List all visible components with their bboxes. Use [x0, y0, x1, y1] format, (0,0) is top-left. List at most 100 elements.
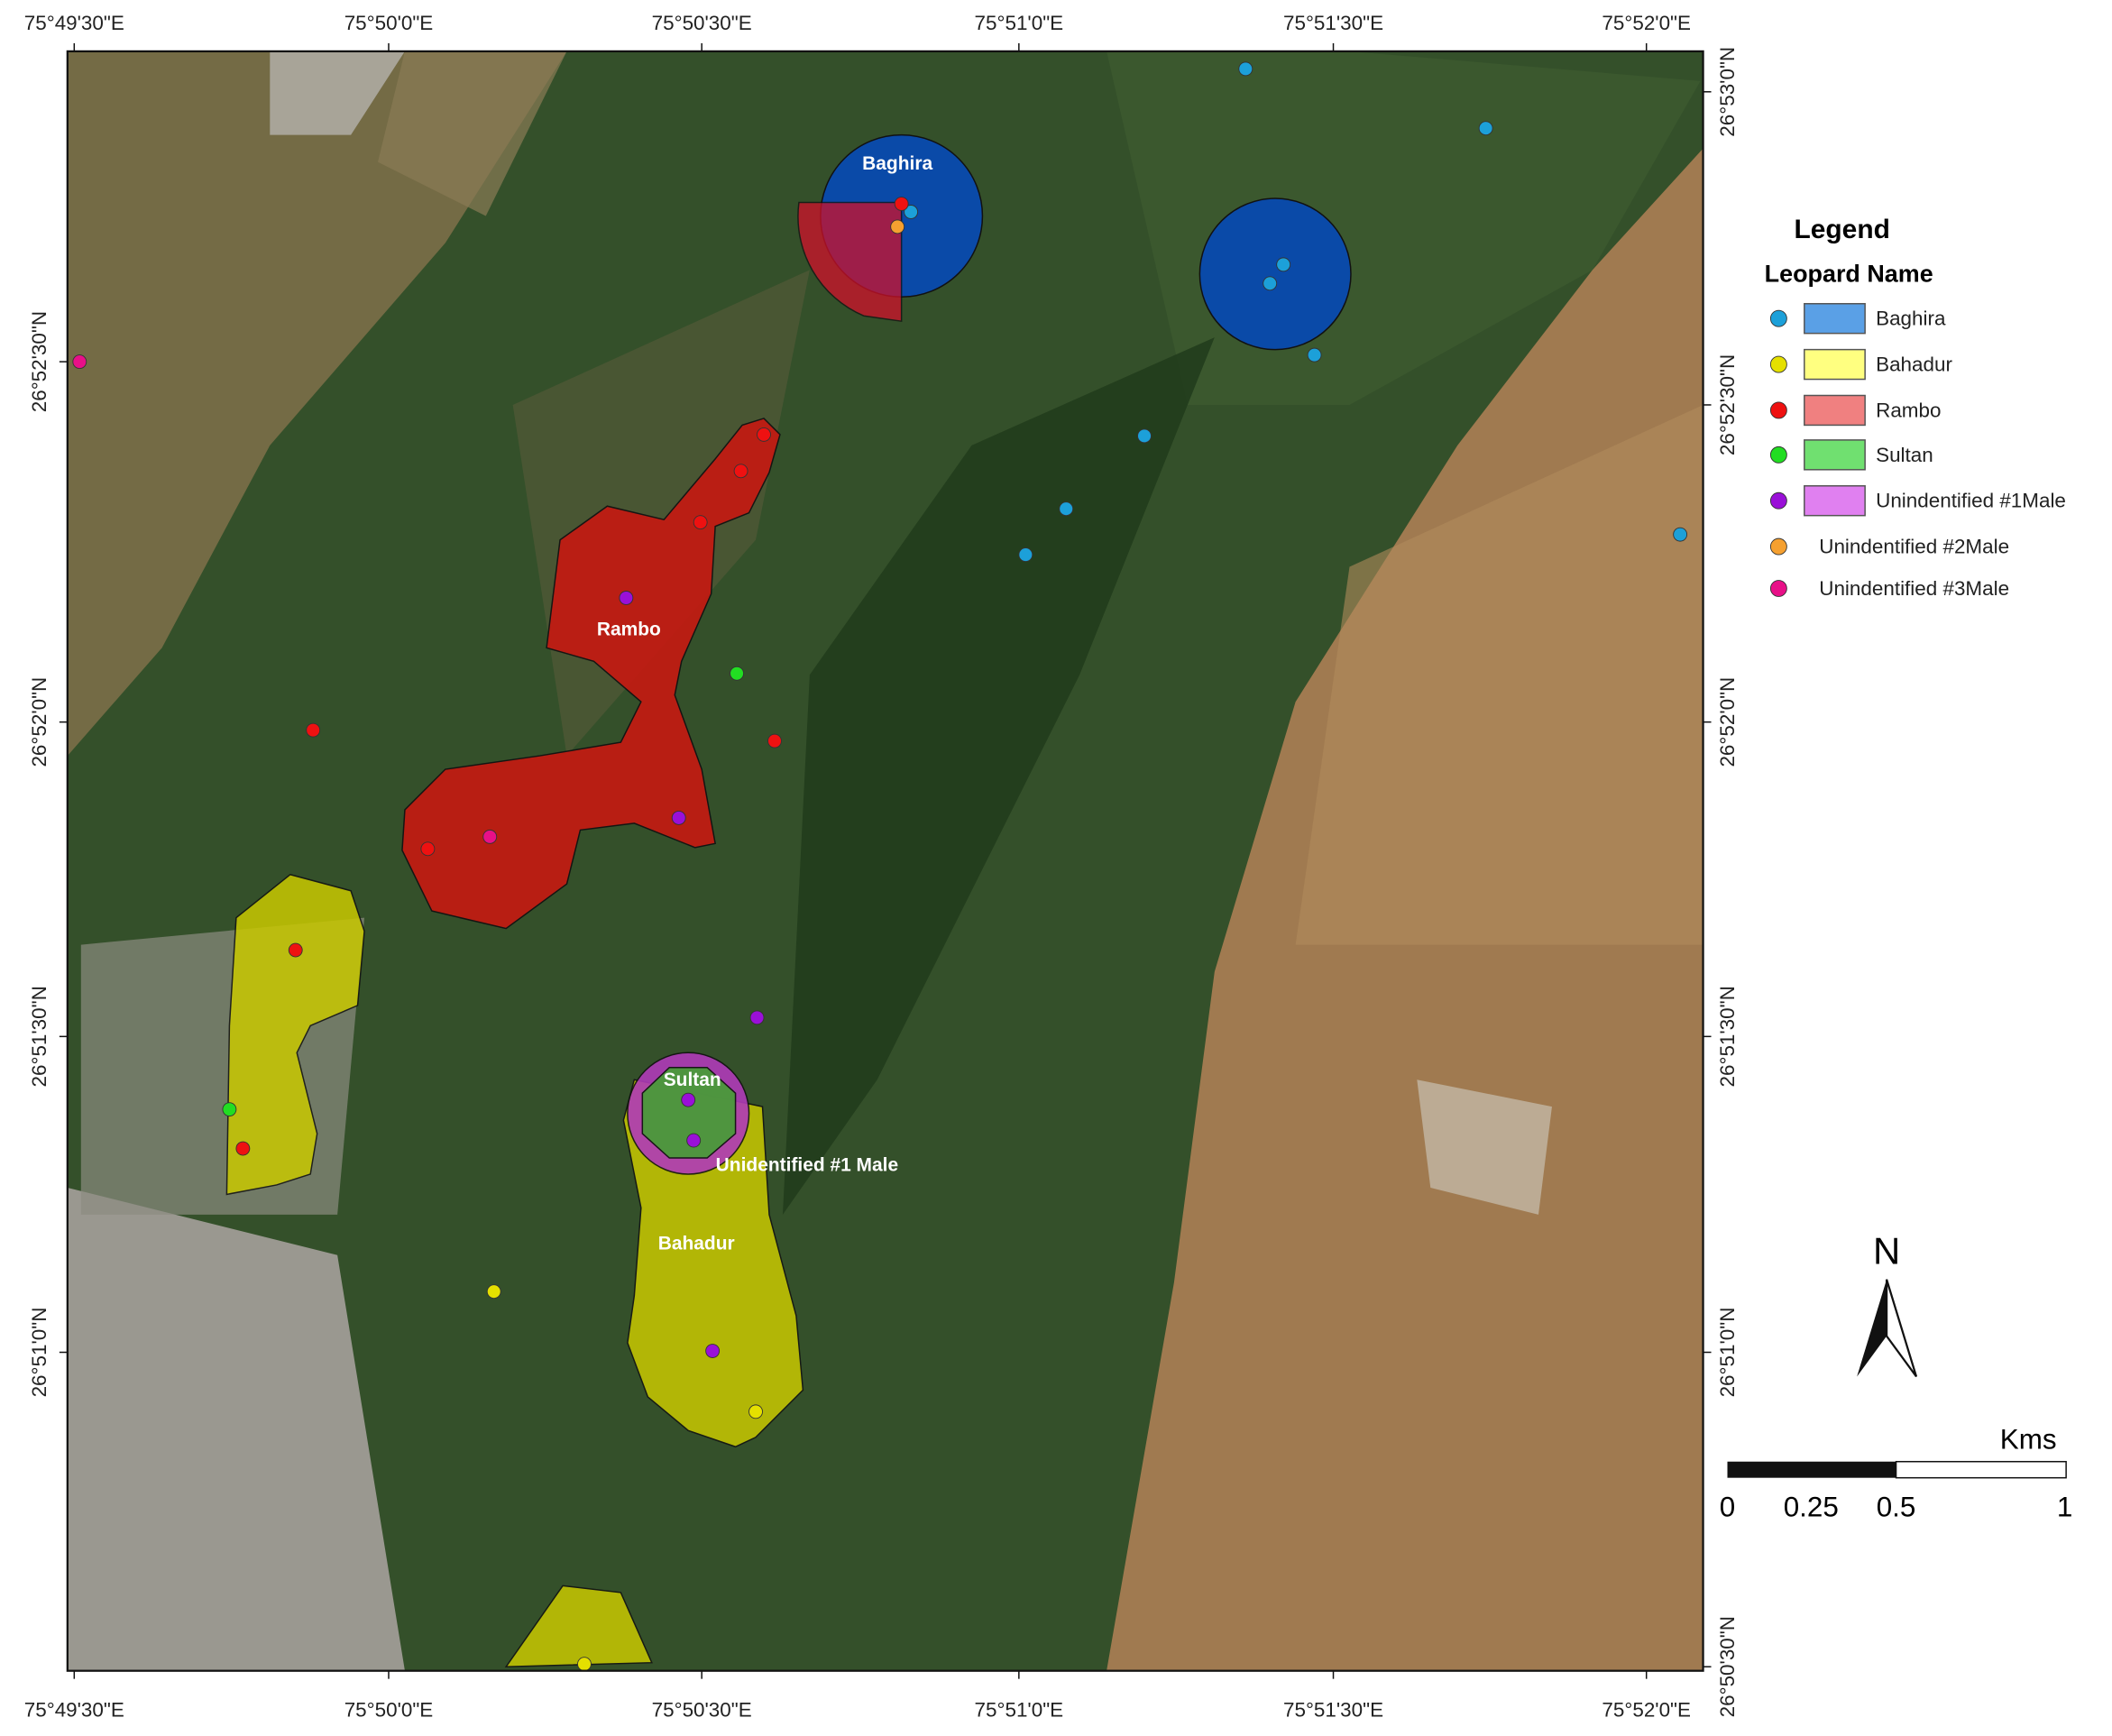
sighting-point: [733, 464, 748, 479]
sighting-point: [894, 197, 909, 211]
rambo-range: [797, 201, 903, 323]
legend-swatch: [1804, 394, 1866, 427]
sighting-point: [1137, 428, 1152, 444]
rambo-range: [401, 418, 781, 930]
legend-title: Legend: [1795, 215, 1890, 244]
sighting-point: [288, 942, 303, 958]
x-tick-label: 75°51'0"E: [975, 1699, 1064, 1722]
sighting-point: [482, 829, 498, 844]
sighting-point: [1276, 257, 1291, 272]
arrow-right: [1885, 1279, 1918, 1378]
sighting-point: [705, 1344, 721, 1358]
sighting-point: [730, 666, 745, 681]
sighting-point: [767, 733, 782, 749]
scale-label: 0.25: [1784, 1491, 1839, 1522]
region-label: Sultan: [664, 1070, 721, 1090]
sighting-point: [306, 722, 321, 738]
legend-label: Rambo: [1876, 399, 1941, 421]
sightings: [72, 61, 1688, 1672]
map-frame: [66, 50, 1704, 1672]
legend-swatch: [1804, 302, 1866, 335]
legend-label: Bahadur: [1876, 354, 1952, 376]
arrow-left: [1857, 1279, 1887, 1377]
y-tick-label: 26°51'0"N: [28, 1308, 51, 1398]
x-tick-label: 75°51'0"E: [975, 12, 1064, 34]
legend-label: Sultan: [1876, 444, 1933, 466]
legend-dot: [1769, 401, 1787, 419]
legend-subtitle: Leopard Name: [1765, 260, 1933, 287]
region-label: Baghira: [862, 153, 932, 174]
sighting-point: [577, 1657, 592, 1672]
home-ranges: [225, 133, 1352, 1667]
sighting-point: [486, 1284, 501, 1300]
x-tick-label: 75°52'0"E: [1602, 12, 1691, 34]
scale-segment: [1895, 1460, 2067, 1479]
legend-swatch: [1804, 439, 1866, 471]
x-tick-label: 75°50'0"E: [344, 12, 434, 34]
sighting-point: [890, 219, 905, 234]
y-tick-label: 26°51'0"N: [1716, 1308, 1739, 1398]
north-label: N: [1873, 1229, 1900, 1272]
sighting-point: [1478, 121, 1493, 136]
north-arrow: N: [1857, 1229, 1918, 1378]
region-label: Unidentified #1 Male: [716, 1155, 898, 1176]
legend-label: Unindentified #2Male: [1819, 536, 2009, 558]
legend-dot: [1769, 445, 1787, 464]
bahadur-range: [504, 1584, 653, 1667]
x-tick-label: 75°50'0"E: [344, 1699, 434, 1722]
sighting-point: [748, 1404, 763, 1419]
x-tick-label: 75°51'30"E: [1283, 12, 1383, 34]
sighting-point: [1673, 527, 1688, 542]
sighting-point: [1263, 276, 1278, 291]
legend-items: Baghira Bahadur Rambo Sultan Unindentified #…: [1769, 302, 2066, 600]
legend-dot: [1769, 355, 1787, 373]
legend-dot: [1769, 580, 1787, 597]
graticule-ticks: 75°49'30"E 75°49'30"E 75°50'0"E 75°50'0"E 75…: [24, 12, 1739, 1722]
legend-dot: [1769, 309, 1787, 327]
sighting-point: [72, 354, 87, 370]
x-tick-label: 75°50'30"E: [652, 12, 752, 34]
legend-swatch: [1804, 348, 1866, 381]
x-tick-label: 75°49'30"E: [24, 12, 124, 34]
legend-label: Unindentified #1Male: [1876, 490, 2066, 512]
region-label: Rambo: [597, 619, 661, 639]
scale-label: 0: [1720, 1491, 1735, 1522]
y-tick-label: 26°51'30"N: [1716, 986, 1739, 1087]
sighting-point: [671, 810, 686, 825]
scale-unit: Kms: [2000, 1424, 2057, 1456]
y-tick-label: 26°50'30"N: [1716, 1616, 1739, 1717]
legend-label: Unindentified #3Male: [1819, 577, 2009, 600]
x-tick-label: 75°51'30"E: [1283, 1699, 1383, 1722]
sighting-point: [235, 1141, 251, 1156]
legend-label: Baghira: [1876, 308, 1946, 330]
y-tick-label: 26°52'30"N: [28, 311, 51, 412]
x-tick-label: 75°49'30"E: [24, 1699, 124, 1722]
y-tick-label: 26°51'30"N: [28, 986, 51, 1087]
sighting-point: [1018, 547, 1033, 563]
sighting-point: [1238, 61, 1253, 77]
y-tick-label: 26°53'0"N: [1716, 47, 1739, 137]
legend-swatch: [1804, 485, 1866, 517]
scale-label: 0.5: [1877, 1491, 1916, 1522]
sighting-point: [686, 1133, 702, 1148]
sighting-point: [681, 1092, 696, 1107]
y-tick-label: 26°52'30"N: [1716, 354, 1739, 455]
sighting-point: [420, 841, 436, 857]
legend-dot: [1769, 491, 1787, 510]
scale-segment: [1727, 1461, 1896, 1478]
region-label: Bahadur: [658, 1233, 735, 1254]
sighting-point: [1307, 347, 1322, 363]
legend: Legend Leopard Name Baghira Bahadur Rambo S…: [1765, 215, 2066, 600]
region-labels: Baghira Rambo Sultan Unidentified #1 Mal…: [597, 153, 933, 1254]
sighting-point: [693, 515, 708, 530]
legend-dot: [1769, 537, 1787, 556]
baghira-range: [1198, 197, 1352, 351]
scale-label: 1: [2057, 1491, 2072, 1522]
sighting-point: [222, 1102, 237, 1117]
scale-bar: Kms 0 0.25 0.5 1: [1720, 1424, 2073, 1523]
y-tick-label: 26°52'0"N: [28, 677, 51, 767]
y-tick-label: 26°52'0"N: [1716, 677, 1739, 767]
x-tick-label: 75°50'30"E: [652, 1699, 752, 1722]
sighting-point: [749, 1010, 765, 1025]
